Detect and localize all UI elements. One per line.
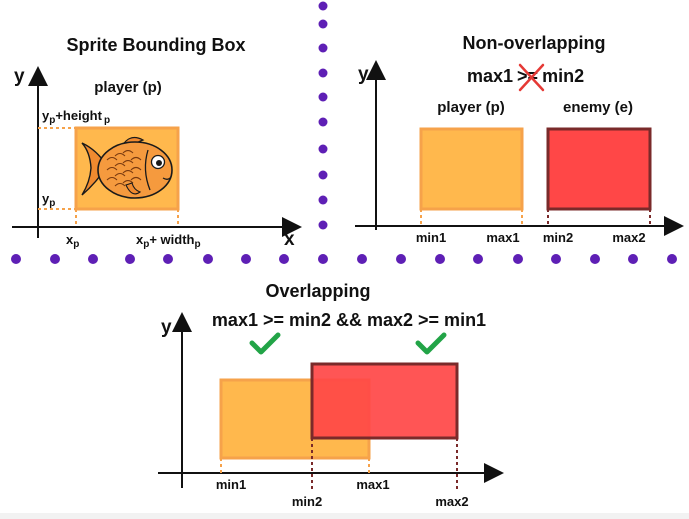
sprite-player-label: player (p) — [94, 79, 162, 96]
non-overlap-tick-max2: max2 — [612, 230, 645, 245]
overlap-enemy-box — [310, 362, 459, 440]
overlap-tick-max1: max1 — [356, 477, 389, 492]
check-icon — [415, 332, 447, 355]
non-overlap-player-box — [419, 127, 524, 211]
non-overlap-enemy-label: enemy (e) — [563, 99, 633, 116]
x-right-label: xp+ widthp — [136, 232, 201, 250]
overlap-condition: max1 >= min2 && max2 >= min1 — [212, 310, 486, 330]
sprite-panel: Sprite Bounding Box y x player (p) yp+he… — [12, 35, 302, 250]
y-bottom-label: yp — [42, 191, 55, 209]
overlap-tick-max2: max2 — [435, 494, 468, 509]
sprite-y-axis-label: y — [14, 66, 25, 87]
non-overlap-player-label: player (p) — [437, 99, 505, 116]
non-overlap-y-axis-label: y — [358, 64, 369, 85]
non-overlap-tick-min2: min2 — [543, 230, 573, 245]
y-top-label: yp+height p — [42, 108, 110, 126]
overlap-tick-min2: min2 — [292, 494, 322, 509]
non-overlapping-panel: Non-overlapping max1 >= min2 y player (p) … — [355, 33, 684, 245]
non-overlap-tick-min1: min1 — [416, 230, 446, 245]
x-left-label: xp — [66, 232, 79, 250]
cross-icon — [518, 63, 545, 92]
non-overlap-enemy-box — [546, 127, 652, 211]
sprite-x-axis-label: x — [284, 229, 295, 250]
sprite-title: Sprite Bounding Box — [67, 35, 246, 55]
fish-icon — [81, 137, 173, 199]
non-overlap-condition: max1 >= min2 — [467, 66, 584, 86]
overlapping-panel: Overlapping max1 >= min2 && max2 >= min1… — [158, 281, 504, 509]
overlap-y-axis-label: y — [161, 317, 172, 338]
overlap-tick-min1: min1 — [216, 477, 246, 492]
check-icon — [249, 332, 281, 355]
bottom-band — [0, 513, 689, 519]
non-overlapping-title: Non-overlapping — [463, 33, 606, 53]
overlapping-title: Overlapping — [265, 281, 370, 301]
non-overlap-tick-max1: max1 — [486, 230, 519, 245]
vertical-separator — [318, 1, 328, 230]
horizontal-separator — [11, 254, 677, 264]
